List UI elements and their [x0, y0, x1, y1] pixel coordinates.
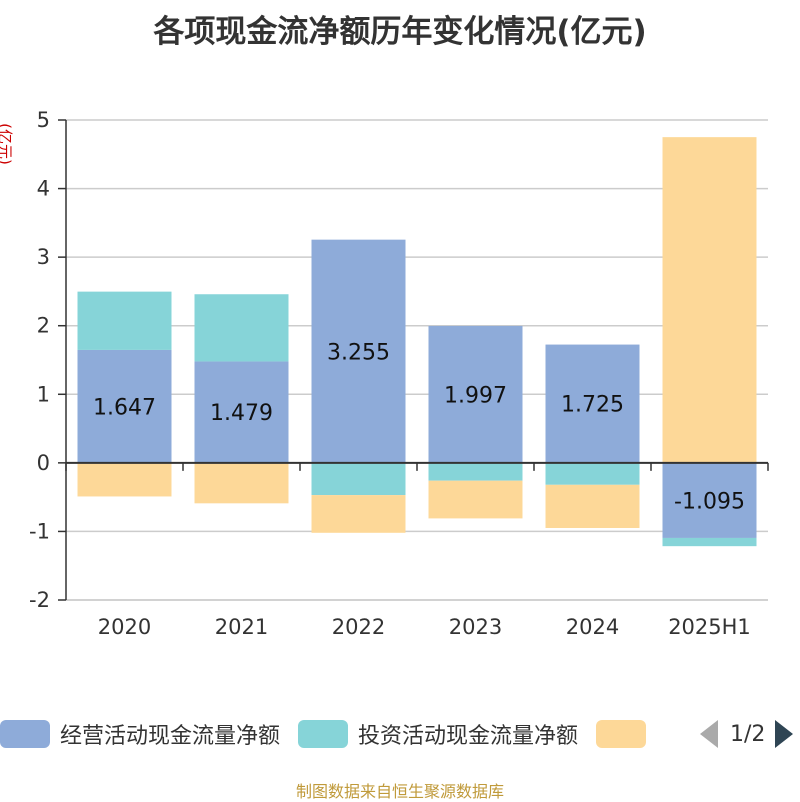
data-label-2022: 3.255	[327, 340, 390, 365]
y-tick-label: 3	[37, 245, 50, 269]
chart-title: 各项现金流净额历年变化情况(亿元)	[153, 14, 647, 50]
bars	[77, 137, 757, 547]
bar-s0-2025H1	[662, 462, 757, 538]
bar-s1-2025H1	[662, 537, 757, 547]
bar-s2-2025H1	[662, 137, 757, 463]
y-tick-label: 4	[37, 177, 50, 201]
bar-s2-2022	[311, 495, 406, 533]
legend-pager: 1/2	[700, 717, 794, 751]
legend-label-investing: 投资活动现金流量净额	[358, 724, 579, 749]
x-tick-label-2023: 2023	[449, 615, 502, 639]
x-tick-label-2020: 2020	[98, 615, 151, 639]
y-tick-label: 1	[37, 382, 50, 406]
data-label-2024: 1.725	[561, 393, 624, 418]
legend-next-icon[interactable]	[775, 720, 794, 748]
data-label-2023: 1.997	[444, 383, 507, 408]
y-tick-label: -2	[29, 588, 50, 612]
y-tick-label: 0	[37, 451, 50, 475]
legend-item-investing[interactable]: 投资活动现金流量净额	[298, 718, 578, 750]
bar-s1-2024	[545, 462, 640, 485]
data-label-2020: 1.647	[93, 395, 156, 420]
x-tick-label-2022: 2022	[332, 615, 385, 639]
legend-item-third[interactable]	[596, 720, 656, 748]
x-tick-label-2025H1: 2025H1	[668, 615, 751, 639]
bar-s0-2023	[428, 325, 523, 463]
bar-s0-2022	[311, 239, 406, 463]
legend: 经营活动现金流量净额 投资活动现金流量净额	[0, 717, 674, 751]
bar-s0-2020	[77, 349, 172, 463]
legend-label-operating: 经营活动现金流量净额	[60, 724, 281, 749]
bar-s1-2020	[77, 291, 172, 350]
data-label-2021: 1.479	[210, 401, 273, 426]
legend-prev-icon[interactable]	[700, 720, 718, 748]
legend-swatch-investing	[298, 720, 349, 748]
legend-swatch-operating	[0, 720, 50, 748]
grid-lines	[66, 119, 768, 601]
x-tick-label-2021: 2021	[215, 615, 268, 639]
legend-swatch-third	[596, 720, 647, 748]
bar-s1-2023	[428, 462, 523, 481]
bar-s2-2023	[428, 480, 523, 519]
legend-item-operating[interactable]: 经营活动现金流量净额	[0, 718, 280, 750]
bar-s0-2024	[545, 344, 640, 463]
bar-s2-2024	[545, 484, 640, 528]
y-axis-unit-label: (亿元)	[0, 123, 14, 165]
y-tick-label: -1	[29, 519, 50, 543]
bar-s0-2021	[194, 361, 289, 463]
data-label-2025H1: -1.095	[674, 489, 745, 514]
bar-s2-2020	[77, 462, 172, 497]
x-tick-label-2024: 2024	[566, 615, 619, 639]
legend-page-indicator: 1/2	[730, 721, 766, 747]
y-tick-label: 5	[37, 108, 50, 132]
labels: 1.647 1.479 3.255 1.997 1.725 -1.095	[93, 340, 745, 514]
bar-s1-2021	[194, 294, 289, 362]
bar-s2-2021	[194, 462, 289, 504]
y-tick-label: 2	[37, 314, 50, 338]
bar-s1-2022	[311, 462, 406, 496]
axes: 5 4 3 2 1 0 -1 -2 2020 2021 2022 2023 2024 2025H1	[29, 108, 769, 639]
source-note: 制图数据来自恒生聚源数据库	[295, 782, 504, 801]
